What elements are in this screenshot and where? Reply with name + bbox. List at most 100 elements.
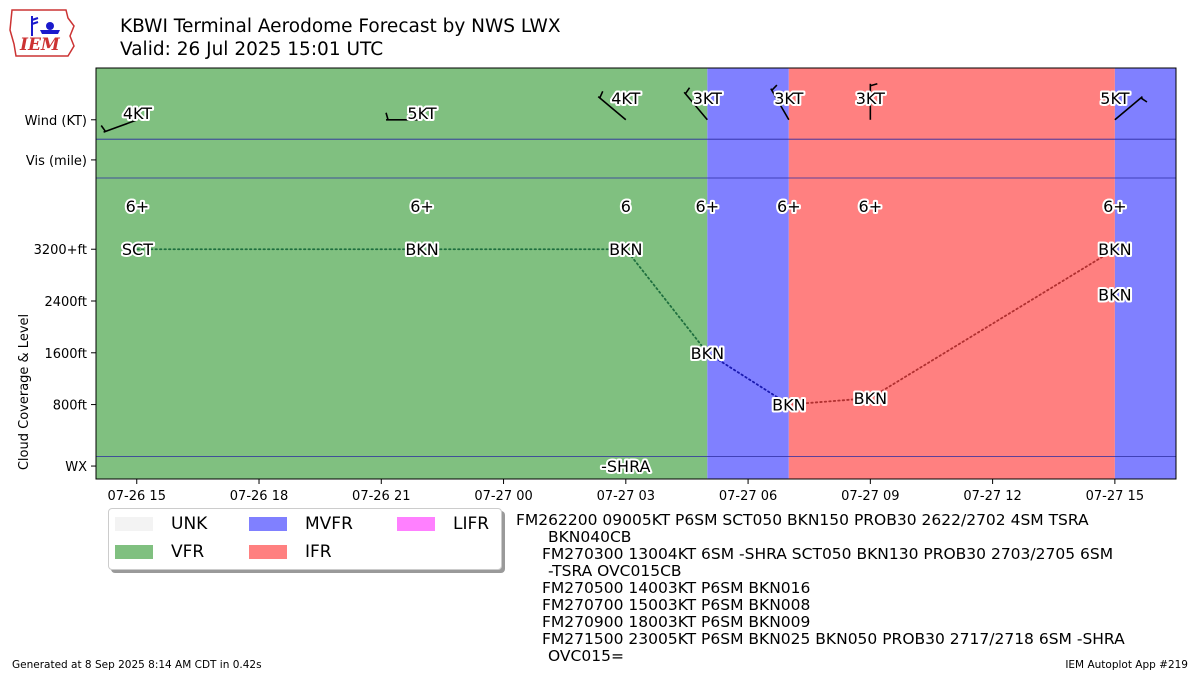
plot-frame — [95, 67, 1177, 480]
barb-staff — [1114, 96, 1143, 121]
y-tick-label: 3200+ft — [34, 243, 87, 258]
taf-line: FM271500 23005KT P6SM BKN025 BKN050 PROB… — [542, 630, 1125, 648]
legend-label: VFR — [171, 542, 205, 562]
cloud-label: BKN — [1098, 286, 1131, 305]
legend-item-ifr: IFR — [249, 541, 332, 563]
wind-barb — [1114, 96, 1148, 121]
x-tick-label: 07-26 21 — [352, 489, 410, 504]
cloud-label: SCT — [122, 240, 153, 259]
x-tick-label: 07-27 09 — [841, 489, 899, 504]
legend-label: IFR — [305, 542, 332, 562]
flight-category-bands — [96, 68, 1176, 479]
weather-label: -SHRA — [601, 457, 650, 476]
taf-line: FM270700 15003KT P6SM BKN008 — [542, 596, 811, 614]
taf-line: FM270300 13004KT 6SM -SHRA SCT050 BKN130… — [542, 545, 1114, 563]
barb-staff — [597, 96, 627, 121]
band-mvfr — [1114, 68, 1176, 479]
legend-swatch — [115, 545, 153, 559]
visibility-label: 6+ — [696, 197, 720, 216]
visibility-label: 6 — [621, 197, 631, 216]
legend-label: UNK — [171, 514, 208, 534]
visibility-label: 6+ — [859, 197, 883, 216]
visibility-label: 6+ — [126, 197, 150, 216]
cloud-series — [136, 248, 1116, 406]
barb-staff — [683, 91, 708, 121]
iem-logo: IEM — [8, 6, 80, 60]
barb-flag — [599, 90, 604, 99]
wind-speed-label: 4KT — [123, 104, 152, 123]
x-tick-label: 07-26 18 — [230, 489, 288, 504]
legend-label: MVFR — [305, 514, 353, 534]
taf-text: FM262200 09005KT P6SM SCT050 BKN150 PROB… — [516, 512, 1125, 665]
x-tick-label: 07-27 03 — [597, 489, 655, 504]
wind-barbs — [100, 83, 1148, 133]
footer-app-id: IEM Autoplot App #219 — [1065, 659, 1188, 671]
cloud-segment — [706, 351, 790, 406]
barb-staff — [103, 119, 138, 133]
chart-title: KBWI Terminal Aerodome Forecast by NWS L… — [120, 16, 561, 37]
x-tick-label: 07-27 06 — [719, 489, 777, 504]
chart-subtitle: Valid: 26 Jul 2025 15:01 UTC — [120, 39, 384, 60]
wind-speed-label: 4KT — [611, 89, 640, 108]
taf-line: FM270500 14003KT P6SM BKN016 — [542, 579, 811, 597]
visibility-label: 6+ — [777, 197, 801, 216]
barb-flag — [870, 83, 878, 87]
barb-flag — [385, 112, 389, 120]
wind-speed-label: 3KT — [856, 89, 885, 108]
legend-swatch — [115, 517, 153, 531]
wind-barb — [770, 84, 790, 121]
wind-barb — [100, 119, 138, 133]
cloud-label: BKN — [772, 396, 805, 415]
legend: UNK VFR MVFR IFR LIFR — [108, 508, 502, 570]
cloud-label: BKN — [609, 240, 642, 259]
y-tick-label: Vis (mile) — [26, 154, 87, 169]
cloud-label: BKN — [854, 389, 887, 408]
x-tick-label: 07-27 15 — [1086, 489, 1144, 504]
wind-speed-label: 5KT — [1100, 89, 1129, 108]
footer-generated: Generated at 8 Sep 2025 8:14 AM CDT in 0… — [12, 659, 262, 671]
x-tick-label: 07-26 15 — [108, 489, 166, 504]
visibility-label: 6+ — [410, 197, 434, 216]
wind-speed-label: 3KT — [774, 89, 803, 108]
y-axis: Wind (KT) Vis (mile) 3200+ft 2400ft 1600ft 80… — [25, 114, 96, 475]
legend-swatch — [249, 517, 287, 531]
band-mvfr — [707, 68, 789, 479]
barb-staff — [770, 88, 790, 121]
y-tick-label: Wind (KT) — [25, 114, 87, 129]
legend-item-mvfr: MVFR — [249, 513, 353, 535]
x-axis: 07-26 15 07-26 18 07-26 21 07-27 00 07-27 03… — [108, 479, 1144, 504]
legend-item-vfr: VFR — [115, 541, 204, 563]
barb-flag — [771, 84, 778, 91]
wind-barb — [683, 87, 708, 121]
taf-line: FM262200 09005KT P6SM SCT050 BKN150 PROB… — [516, 511, 1089, 529]
cloud-segment — [624, 248, 709, 354]
y-tick-label: 2400ft — [44, 295, 87, 310]
y-tick-label: 800ft — [53, 399, 87, 414]
band-ifr — [788, 68, 1115, 479]
taf-line: -TSRA OVC015CB — [548, 562, 682, 580]
x-tick-label: 07-27 00 — [474, 489, 532, 504]
wind-speed-label: 5KT — [407, 104, 436, 123]
wind-barb — [597, 90, 627, 121]
legend-item-lifr: LIFR — [397, 513, 489, 535]
y-tick-label: 1600ft — [44, 347, 87, 362]
y-axis-label: Cloud Coverage & Level — [17, 314, 32, 470]
legend-label: LIFR — [453, 514, 490, 534]
x-tick-label: 07-27 12 — [963, 489, 1021, 504]
cloud-label: BKN — [1098, 240, 1131, 259]
legend-item-unk: UNK — [115, 513, 207, 535]
wind-speed-label: 3KT — [693, 89, 722, 108]
legend-swatch — [397, 517, 435, 531]
taf-line: BKN040CB — [548, 528, 632, 546]
y-tick-label: WX — [65, 460, 87, 475]
legend-swatch — [249, 545, 287, 559]
separator-lines — [96, 138, 1176, 457]
taf-line: OVC015= — [548, 647, 624, 665]
visibility-label: 6+ — [1103, 197, 1127, 216]
barb-flag — [100, 125, 107, 132]
cloud-label: BKN — [691, 344, 724, 363]
barb-flag — [1140, 97, 1148, 103]
band-vfr — [96, 68, 708, 479]
cloud-label: BKN — [405, 240, 438, 259]
